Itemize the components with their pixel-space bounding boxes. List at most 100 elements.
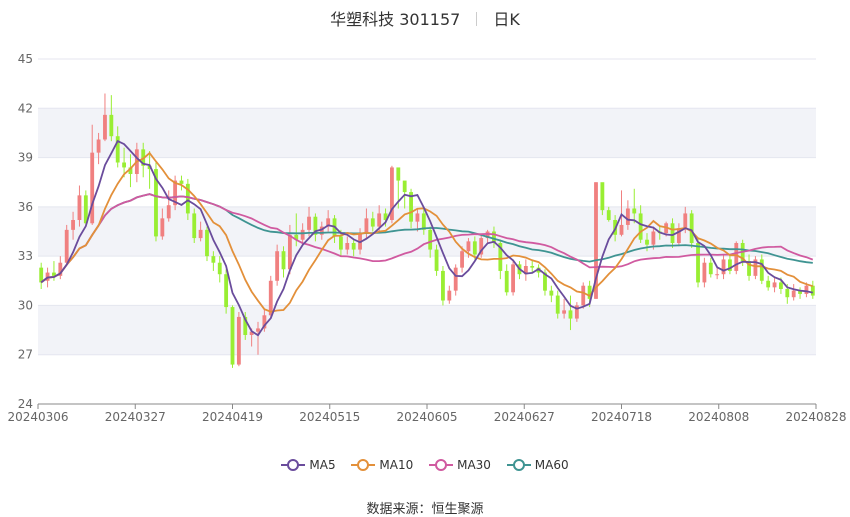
candle <box>390 165 394 224</box>
candle-body <box>472 241 477 255</box>
candle <box>103 93 107 142</box>
candle <box>39 262 44 289</box>
candle <box>160 208 165 240</box>
candle-body <box>555 295 560 314</box>
candle-body <box>734 243 739 271</box>
ma5-line <box>40 139 813 337</box>
legend-item-ma5[interactable]: MA5 <box>281 458 336 472</box>
candle-body <box>810 285 815 296</box>
candle <box>766 275 771 291</box>
candle-body <box>530 266 535 268</box>
candle <box>810 280 815 299</box>
legend-label-ma60: MA60 <box>534 458 569 472</box>
candle <box>83 190 88 227</box>
candle <box>383 208 388 227</box>
candle-body <box>345 243 350 250</box>
candle <box>275 244 280 286</box>
candle-body <box>785 289 790 298</box>
candle-body <box>434 249 439 271</box>
candle <box>313 213 318 242</box>
x-tick-label: 20240306 <box>7 410 68 424</box>
x-tick-label: 20240327 <box>105 410 166 424</box>
candle <box>230 305 235 368</box>
candle <box>109 95 114 142</box>
candle <box>670 218 675 248</box>
legend-item-ma10[interactable]: MA10 <box>351 458 413 472</box>
candle-body <box>549 290 554 296</box>
legend-item-ma30[interactable]: MA30 <box>429 458 491 472</box>
candle <box>173 175 178 211</box>
candle <box>568 295 573 331</box>
candle-body <box>122 162 127 168</box>
candle-body <box>154 169 158 237</box>
legend: MA5 MA10 MA30 MA60 <box>0 458 850 472</box>
candle <box>421 206 426 235</box>
candle <box>319 221 324 240</box>
candle <box>523 259 528 281</box>
y-tick-label: 33 <box>18 249 33 263</box>
candle <box>434 244 439 276</box>
candle-body <box>90 152 95 224</box>
candle-body <box>721 259 726 275</box>
candle-body <box>727 259 732 271</box>
candle-body <box>313 216 318 235</box>
y-tick-label: 36 <box>18 200 33 214</box>
candle-body <box>103 114 107 140</box>
candle-body <box>562 310 567 314</box>
candle-body <box>160 218 165 237</box>
x-tick-label: 20240605 <box>396 410 457 424</box>
x-tick-label: 20240419 <box>202 410 263 424</box>
moving-average-lines <box>40 139 814 337</box>
candle-body <box>281 251 286 270</box>
candle-body <box>791 290 796 298</box>
candle <box>71 211 75 240</box>
candle-body <box>307 216 311 230</box>
candle <box>370 211 375 232</box>
candle-body <box>173 180 178 206</box>
candle <box>479 234 484 258</box>
candle-body <box>568 310 573 319</box>
candle-body <box>115 136 120 163</box>
candle-body <box>460 251 464 268</box>
candle-body <box>326 218 331 227</box>
candle-body <box>453 267 458 291</box>
candle <box>721 254 726 280</box>
candle-body <box>39 267 44 283</box>
candle-body <box>198 229 203 239</box>
candle <box>798 287 802 299</box>
candle-body <box>428 229 433 250</box>
candle <box>205 226 209 262</box>
candle <box>211 251 216 271</box>
candle-body <box>441 270 445 301</box>
candle-body <box>64 229 69 263</box>
candle <box>128 154 133 188</box>
candle-body <box>421 213 426 230</box>
candle-body <box>383 213 388 220</box>
x-tick-label: 20240808 <box>688 410 749 424</box>
legend-label-ma30: MA30 <box>457 458 491 472</box>
candle-body <box>702 262 707 283</box>
candle <box>115 126 120 168</box>
candle-body <box>753 259 758 276</box>
y-tick-label: 27 <box>18 348 33 362</box>
background-band <box>38 108 816 158</box>
legend-item-ma60[interactable]: MA60 <box>506 458 569 472</box>
candle-body <box>581 285 586 306</box>
candle <box>453 264 458 296</box>
candle <box>58 256 63 280</box>
candle <box>217 256 222 283</box>
candle-body <box>696 243 700 283</box>
candle-body <box>243 316 248 335</box>
candle-body <box>96 139 101 153</box>
candle-body <box>338 236 343 250</box>
candle-body <box>798 290 802 294</box>
candle-body <box>683 213 688 229</box>
candle <box>606 206 611 222</box>
candle <box>198 221 203 242</box>
title-separator <box>476 12 478 26</box>
chart-title-row: 华塑科技 301157 日K <box>0 6 850 30</box>
candle-body <box>594 182 598 299</box>
candle <box>702 257 707 288</box>
candle-body <box>351 243 356 250</box>
candle-body <box>217 262 222 275</box>
